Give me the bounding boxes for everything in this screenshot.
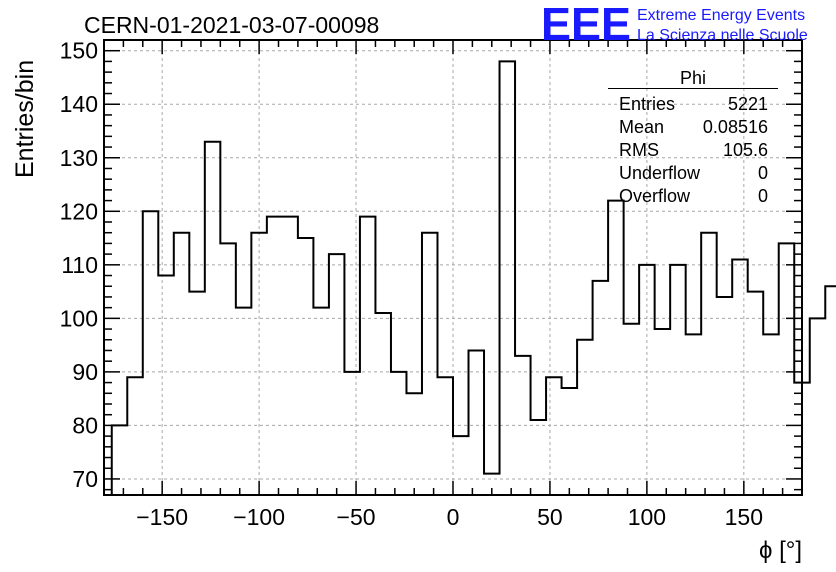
x-tick-label: −150 — [136, 504, 188, 530]
x-tick-label: −100 — [233, 504, 285, 530]
stats-value-entries: 5221 — [728, 94, 768, 114]
y-tick-label: 150 — [60, 38, 98, 64]
y-tick-label: 80 — [72, 412, 98, 438]
y-tick-labels: 70 80 90 100 110 120 130 140 150 — [60, 38, 98, 492]
stats-value-underflow: 0 — [758, 163, 768, 183]
y-tick-label: 70 — [72, 466, 98, 492]
y-tick-label: 140 — [60, 91, 98, 117]
brand-line-1: Extreme Energy Events — [637, 7, 805, 24]
x-tick-label: 0 — [447, 504, 460, 530]
stats-label-overflow: Overflow — [619, 186, 691, 206]
stats-value-overflow: 0 — [758, 186, 768, 206]
y-axis-label: Entries/bin — [11, 60, 39, 178]
x-tick-label: −50 — [337, 504, 376, 530]
stats-label-entries: Entries — [619, 94, 675, 114]
x-tick-labels: −150 −100 −50 0 50 100 150 — [136, 504, 763, 530]
y-tick-label: 100 — [60, 305, 98, 331]
stats-box: Phi Entries 5221 Mean 0.08516 RMS 105.6 … — [608, 68, 778, 206]
y-tick-label: 130 — [60, 145, 98, 171]
stats-label-underflow: Underflow — [619, 163, 701, 183]
y-tick-label: 110 — [61, 252, 98, 278]
stats-label-mean: Mean — [619, 117, 664, 137]
y-tick-label: 120 — [60, 198, 98, 224]
run-title: CERN-01-2021-03-07-00098 — [84, 12, 379, 38]
stats-divider — [608, 88, 778, 89]
histogram-series — [110, 60, 836, 495]
stats-title: Phi — [680, 68, 706, 88]
stats-label-rms: RMS — [619, 140, 659, 160]
stats-value-rms: 105.6 — [723, 140, 768, 160]
x-tick-label: 100 — [628, 504, 666, 530]
x-tick-label: 150 — [725, 504, 763, 530]
eee-logo: EEE — [541, 0, 631, 50]
stats-value-mean: 0.08516 — [703, 117, 768, 137]
y-tick-label: 90 — [72, 359, 98, 385]
axis-ticks — [103, 39, 803, 495]
x-axis-label: ϕ [°] — [759, 537, 802, 564]
x-tick-label: 50 — [537, 504, 563, 530]
brand-line-2: La Scienza nelle Scuole — [637, 27, 808, 44]
